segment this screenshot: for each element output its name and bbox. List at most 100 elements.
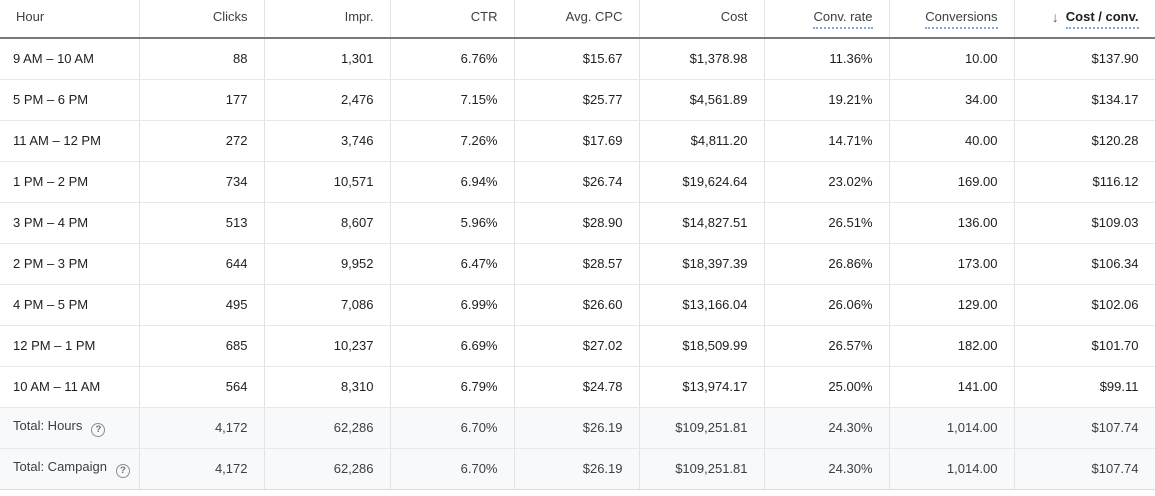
metric-cell-avg-cpc: $15.67 (514, 38, 640, 80)
metric-cell-impressions: 10,571 (264, 161, 391, 203)
metric-cell-conv-rate: 25.00% (764, 366, 890, 408)
table-row: 1 PM – 2 PM 734 10,571 6.94% $26.74 $19,624.6… (0, 161, 1155, 203)
metric-cell-conversions: 182.00 (889, 325, 1015, 367)
metric-cell-avg-cpc: $28.57 (514, 243, 640, 285)
metric-cell-clicks: 685 (139, 325, 265, 367)
metric-cell-conversions: 136.00 (889, 202, 1015, 244)
column-header-label: Avg. CPC (565, 8, 623, 24)
metric-cell-impressions: 2,476 (264, 79, 391, 121)
column-header-conversions[interactable]: Conversions (889, 0, 1015, 39)
hour-range-cell: 11 AM – 12 PM (0, 120, 140, 162)
metric-cell-conv-rate: 26.51% (764, 202, 890, 244)
metric-cell-conversions: 34.00 (889, 79, 1015, 121)
total-metric-cell-cost-per-conv: $107.74 (1014, 448, 1155, 490)
column-header-ctr[interactable]: CTR (390, 0, 515, 39)
total-row: Total: Hours? 4,172 62,286 6.70% $26.19 $109,… (0, 407, 1155, 449)
column-header-label: Cost / conv. (1065, 9, 1139, 29)
total-metric-cell-conversions: 1,014.00 (889, 407, 1015, 449)
total-label-cell: Total: Campaign? (0, 448, 140, 490)
total-row: Total: Campaign? 4,172 62,286 6.70% $26.19 $1… (0, 448, 1155, 490)
metric-cell-cost: $4,561.89 (639, 79, 765, 121)
metric-cell-conversions: 169.00 (889, 161, 1015, 203)
metric-cell-impressions: 7,086 (264, 284, 391, 326)
help-icon[interactable]: ? (91, 422, 106, 437)
metric-cell-impressions: 1,301 (264, 38, 391, 80)
metric-cell-cost-per-conv: $99.11 (1014, 366, 1155, 408)
metric-cell-impressions: 8,310 (264, 366, 391, 408)
total-metric-cell-clicks: 4,172 (139, 448, 265, 490)
total-label: Total: Campaign (13, 459, 107, 475)
column-header-clicks[interactable]: Clicks (139, 0, 265, 39)
metric-cell-avg-cpc: $27.02 (514, 325, 640, 367)
table-row: 3 PM – 4 PM 513 8,607 5.96% $28.90 $14,827.51… (0, 202, 1155, 244)
total-metric-cell-clicks: 4,172 (139, 407, 265, 449)
total-metric-cell-conv-rate: 24.30% (764, 448, 890, 490)
metric-cell-avg-cpc: $28.90 (514, 202, 640, 244)
metric-cell-impressions: 8,607 (264, 202, 391, 244)
hour-range-cell: 2 PM – 3 PM (0, 243, 140, 285)
table-row: 9 AM – 10 AM 88 1,301 6.76% $15.67 $1,378.98 1… (0, 38, 1155, 80)
help-icon[interactable]: ? (115, 463, 130, 478)
metric-cell-avg-cpc: $26.74 (514, 161, 640, 203)
metric-cell-conv-rate: 23.02% (764, 161, 890, 203)
metric-cell-ctr: 6.47% (390, 243, 515, 285)
metric-cell-avg-cpc: $26.60 (514, 284, 640, 326)
table-row: 4 PM – 5 PM 495 7,086 6.99% $26.60 $13,166.04… (0, 284, 1155, 326)
metric-cell-cost: $13,166.04 (639, 284, 765, 326)
total-metric-cell-avg-cpc: $26.19 (514, 407, 640, 449)
table-row: 10 AM – 11 AM 564 8,310 6.79% $24.78 $13,974.… (0, 366, 1155, 408)
sort-descending-icon: ↓ (1051, 9, 1059, 25)
metric-cell-ctr: 6.79% (390, 366, 515, 408)
total-metric-cell-ctr: 6.70% (390, 407, 515, 449)
column-header-cost[interactable]: Cost (639, 0, 765, 39)
total-metric-cell-cost: $109,251.81 (639, 407, 765, 449)
metric-cell-clicks: 564 (139, 366, 265, 408)
table-row: 2 PM – 3 PM 644 9,952 6.47% $28.57 $18,397.39… (0, 243, 1155, 285)
column-header-label: Clicks (212, 8, 248, 24)
total-metric-cell-avg-cpc: $26.19 (514, 448, 640, 490)
metric-cell-clicks: 495 (139, 284, 265, 326)
column-header-avg-cpc[interactable]: Avg. CPC (514, 0, 640, 39)
metric-cell-impressions: 9,952 (264, 243, 391, 285)
metric-cell-conv-rate: 26.57% (764, 325, 890, 367)
column-header-label: Conversions (925, 9, 998, 29)
column-header-hour[interactable]: Hour (0, 0, 140, 39)
metric-cell-cost-per-conv: $137.90 (1014, 38, 1155, 80)
total-label-cell: Total: Hours? (0, 407, 140, 449)
total-metric-cell-conversions: 1,014.00 (889, 448, 1015, 490)
metric-cell-conversions: 129.00 (889, 284, 1015, 326)
metric-cell-ctr: 7.15% (390, 79, 515, 121)
metric-cell-cost-per-conv: $102.06 (1014, 284, 1155, 326)
metric-cell-clicks: 88 (139, 38, 265, 80)
metric-cell-cost: $19,624.64 (639, 161, 765, 203)
metric-cell-impressions: 10,237 (264, 325, 391, 367)
metric-cell-conversions: 40.00 (889, 120, 1015, 162)
metric-cell-conv-rate: 14.71% (764, 120, 890, 162)
metric-cell-cost: $13,974.17 (639, 366, 765, 408)
metric-cell-cost: $18,397.39 (639, 243, 765, 285)
total-metric-cell-cost-per-conv: $107.74 (1014, 407, 1155, 449)
metric-cell-cost: $14,827.51 (639, 202, 765, 244)
metric-cell-conv-rate: 26.86% (764, 243, 890, 285)
hour-range-cell: 9 AM – 10 AM (0, 38, 140, 80)
metric-cell-conversions: 173.00 (889, 243, 1015, 285)
hour-range-cell: 4 PM – 5 PM (0, 284, 140, 326)
metric-cell-clicks: 177 (139, 79, 265, 121)
metric-cell-cost: $4,811.20 (639, 120, 765, 162)
metric-cell-ctr: 6.94% (390, 161, 515, 203)
metric-cell-cost-per-conv: $106.34 (1014, 243, 1155, 285)
column-header-cost-per-conv[interactable]: ↓ Cost / conv. (1014, 0, 1155, 39)
metric-cell-ctr: 6.99% (390, 284, 515, 326)
hour-range-cell: 12 PM – 1 PM (0, 325, 140, 367)
metric-cell-conversions: 141.00 (889, 366, 1015, 408)
column-header-label: Hour (16, 8, 45, 24)
column-header-conv-rate[interactable]: Conv. rate (764, 0, 890, 39)
table-header-row: Hour Clicks Impr. CTR Avg. CPC Cost Conv. rate… (0, 0, 1155, 39)
metric-cell-ctr: 5.96% (390, 202, 515, 244)
total-metric-cell-conv-rate: 24.30% (764, 407, 890, 449)
metric-cell-avg-cpc: $17.69 (514, 120, 640, 162)
hour-range-cell: 10 AM – 11 AM (0, 366, 140, 408)
table-row: 12 PM – 1 PM 685 10,237 6.69% $27.02 $18,509.… (0, 325, 1155, 367)
total-metric-cell-ctr: 6.70% (390, 448, 515, 490)
column-header-impressions[interactable]: Impr. (264, 0, 391, 39)
